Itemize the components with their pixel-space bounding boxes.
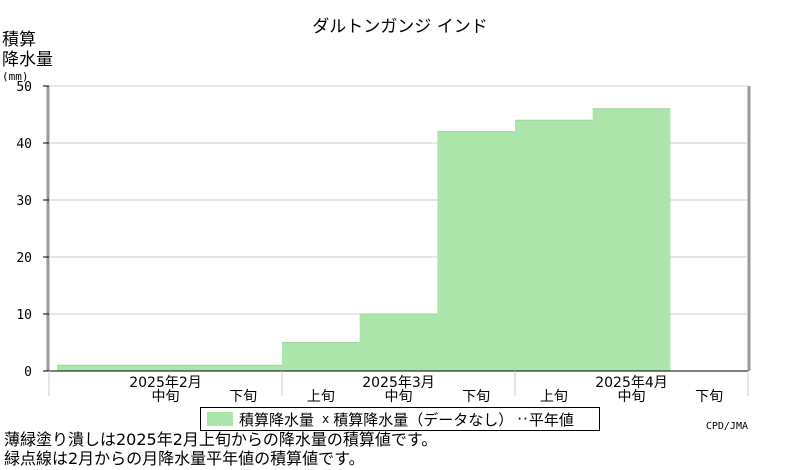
x-dekad-label: 上旬 — [540, 389, 568, 405]
y-tick-label: 20 — [16, 251, 32, 266]
notes: 薄緑塗り潰しは2025年2月上旬からの降水量の積算値です。 緑点線は2月からの月… — [4, 430, 437, 468]
x-month-label: 2025年3月 — [362, 375, 435, 391]
x-dekad-label: 下旬 — [695, 389, 723, 405]
x-month-label: 2025年4月 — [595, 375, 668, 391]
y-axis-label-line-2: 降水量 — [2, 50, 53, 70]
legend-nodata-mark: x — [322, 412, 330, 426]
x-dekad-label: 上旬 — [307, 389, 335, 405]
y-axis-label: 積算 降水量 (mm) — [2, 30, 53, 84]
legend-label-normal: 平年値 — [528, 410, 574, 429]
legend-label-nodata: 積算降水量（データなし） — [333, 410, 514, 429]
x-dekad-label: 中旬 — [152, 389, 180, 405]
note-line-2: 緑点線は2月からの月降水量平年値の積算値です。 — [4, 449, 365, 468]
x-month-label: 2025年2月 — [129, 375, 202, 391]
x-dekad-label: 下旬 — [229, 389, 257, 405]
legend-label-filled: 積算降水量 — [239, 410, 315, 429]
legend: 積算降水量 x 積算降水量（データなし） ·· 平年値 — [200, 407, 600, 431]
y-tick-label: 40 — [16, 137, 32, 152]
precip-area-series — [57, 108, 671, 372]
chart-plot: 0 10 20 30 40 50 中旬 下旬 上旬 中旬 下旬 上旬 中旬 下旬 2025年2月 2025年3… — [16, 80, 751, 405]
y-tick-label: 50 — [16, 80, 32, 95]
y-tick-label: 10 — [16, 308, 32, 323]
legend-swatch-filled — [207, 412, 233, 426]
credit-label: CPD/JMA — [705, 421, 748, 432]
x-dekad-label: 下旬 — [462, 389, 490, 405]
x-dekad-label: 中旬 — [385, 389, 413, 405]
y-axis-unit: (mm) — [2, 70, 29, 83]
x-dekad-label: 中旬 — [618, 389, 646, 405]
chart-title: ダルトンガンジ インド — [312, 17, 488, 37]
y-axis-label-line-1: 積算 — [2, 30, 36, 50]
legend-normal-line-icon: ·· — [517, 410, 529, 428]
note-line-1: 薄緑塗り潰しは2025年2月上旬からの降水量の積算値です。 — [4, 430, 438, 449]
y-tick-label: 0 — [24, 365, 32, 380]
y-tick-label: 30 — [16, 194, 32, 209]
